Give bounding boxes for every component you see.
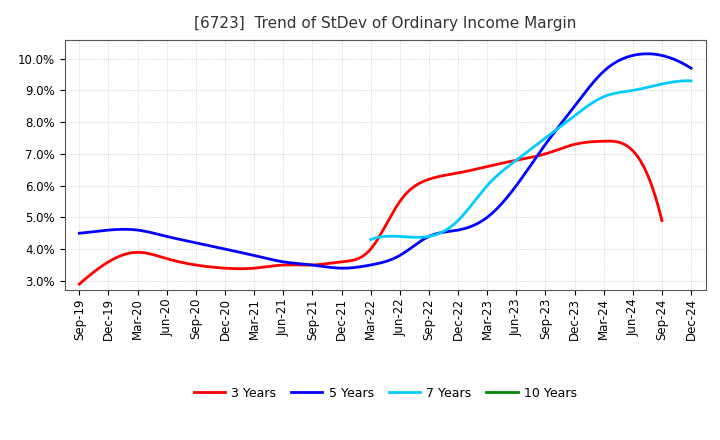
7 Years [518, 153, 527, 158]
5 Years [687, 66, 696, 71]
7 Years [366, 237, 375, 242]
3 Years [644, 176, 653, 181]
Legend: 3 Years, 5 Years, 7 Years, 10 Years: 3 Years, 5 Years, 7 Years, 10 Years [189, 381, 582, 404]
7 Years [679, 78, 688, 84]
5 Years [75, 231, 84, 236]
Title: [6723]  Trend of StDev of Ordinary Income Margin: [6723] Trend of StDev of Ordinary Income… [194, 16, 577, 32]
5 Years [642, 51, 651, 56]
7 Years [629, 88, 638, 93]
3 Years [352, 257, 361, 262]
7 Years [521, 151, 529, 157]
Line: 5 Years: 5 Years [79, 54, 691, 268]
3 Years [552, 147, 561, 153]
3 Years [75, 282, 84, 287]
5 Years [577, 94, 586, 99]
7 Years [557, 123, 566, 128]
5 Years [675, 59, 683, 64]
3 Years [390, 207, 399, 212]
7 Years [687, 78, 696, 84]
3 Years [604, 139, 613, 144]
5 Years [441, 229, 449, 235]
3 Years [657, 218, 666, 223]
3 Years [422, 178, 431, 183]
7 Years [540, 136, 549, 142]
Line: 7 Years: 7 Years [371, 81, 691, 240]
5 Years [408, 245, 416, 250]
7 Years [683, 78, 691, 84]
5 Years [366, 262, 375, 268]
3 Years [355, 255, 364, 260]
Line: 3 Years: 3 Years [79, 141, 662, 284]
5 Years [371, 261, 379, 267]
5 Years [338, 266, 347, 271]
